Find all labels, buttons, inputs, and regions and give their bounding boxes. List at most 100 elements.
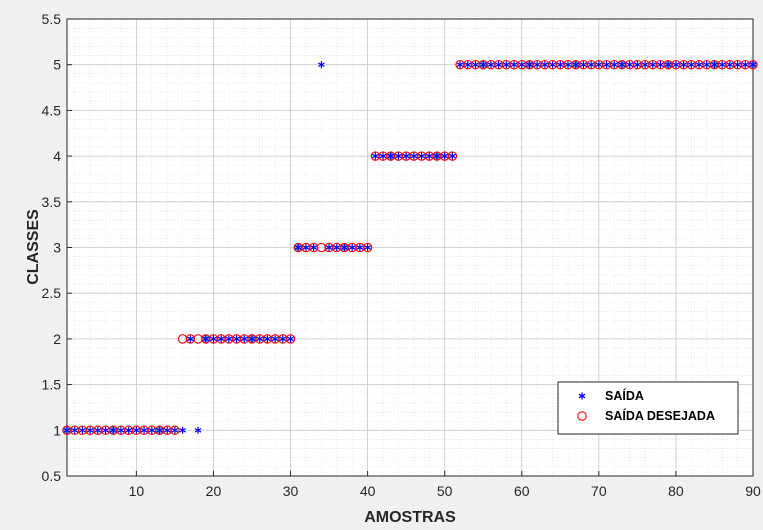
saida-point xyxy=(633,61,641,69)
saida-desejada-point xyxy=(501,59,512,70)
saida-point xyxy=(294,243,302,252)
saida-point xyxy=(263,335,271,343)
saida-desejada-point xyxy=(439,151,450,161)
saida-point xyxy=(63,426,71,434)
y-tick-label: 4 xyxy=(53,148,61,164)
saida-desejada-point xyxy=(578,59,589,70)
legend: SAÍDA SAÍDA DESEJADA xyxy=(557,381,739,435)
saida-desejada-point xyxy=(640,59,650,70)
saida-desejada-point xyxy=(308,242,319,253)
saida-desejada-point xyxy=(278,334,288,344)
saida-desejada-point xyxy=(285,334,296,344)
saida-point xyxy=(156,426,163,434)
legend-saida-label: SAÍDA xyxy=(605,388,644,403)
saida-point xyxy=(595,61,603,69)
saida-point xyxy=(78,426,86,434)
saida-point xyxy=(626,61,634,69)
saida-point xyxy=(479,61,487,69)
saida-desejada-point xyxy=(632,59,643,70)
saida-point xyxy=(672,61,680,69)
saida-desejada-point xyxy=(694,59,704,70)
y-axis-label: CLASSES xyxy=(25,209,42,285)
saida-point xyxy=(741,61,749,69)
saida-point xyxy=(495,61,503,69)
saida-point xyxy=(179,426,187,434)
saida-point xyxy=(680,61,688,69)
saida-point xyxy=(364,243,372,252)
saida-point xyxy=(248,335,256,343)
saida-point xyxy=(356,243,364,252)
x-axis-ticks: 10 20 30 40 50 60 70 80 90 xyxy=(129,471,761,499)
saida-desejada-point xyxy=(671,59,681,70)
saida-point xyxy=(441,152,449,160)
x-tick-label: 20 xyxy=(206,483,222,499)
saida-desejada-point xyxy=(463,59,473,70)
legend-saida-desejada-marker xyxy=(577,411,587,421)
saida-point xyxy=(541,61,549,69)
saida-point xyxy=(564,61,572,69)
saida-point xyxy=(194,426,202,434)
saida-point xyxy=(256,335,264,343)
saida-point xyxy=(240,335,248,343)
saida-desejada-point xyxy=(177,334,188,344)
saida-desejada-point xyxy=(370,151,381,161)
saida-point xyxy=(526,61,533,69)
y-tick-label: 3 xyxy=(53,240,61,256)
saida-point xyxy=(102,426,109,434)
saida-point xyxy=(371,152,379,160)
y-tick-label: 2.5 xyxy=(42,285,62,301)
saida-point xyxy=(333,243,341,252)
x-tick-label: 70 xyxy=(591,483,607,499)
saida-desejada-point xyxy=(262,334,273,344)
saida-point xyxy=(587,61,595,69)
saida-point xyxy=(718,61,726,69)
saida-point xyxy=(317,61,325,69)
saida-point xyxy=(109,426,117,434)
saida-point xyxy=(433,152,441,160)
saida-desejada-point xyxy=(270,334,280,344)
saida-point xyxy=(418,152,425,160)
saida-point xyxy=(125,426,133,434)
saida-point xyxy=(448,152,456,160)
saida-point xyxy=(726,61,734,69)
saida-point xyxy=(533,61,541,69)
saida-desejada-point xyxy=(509,59,519,70)
saida-point xyxy=(487,61,495,69)
x-tick-label: 30 xyxy=(283,483,299,499)
saida-point xyxy=(233,335,240,343)
saida-point xyxy=(618,61,626,69)
saida-desejada-point xyxy=(532,59,542,70)
saida-desejada-point xyxy=(69,425,80,436)
saida-desejada-point xyxy=(231,334,242,344)
y-tick-label: 2 xyxy=(53,331,61,347)
x-tick-label: 40 xyxy=(360,483,376,499)
saida-point xyxy=(734,61,742,69)
y-tick-label: 5.5 xyxy=(42,11,62,27)
saida-desejada-point xyxy=(170,425,180,436)
x-tick-label: 80 xyxy=(668,483,684,499)
saida-point xyxy=(456,61,464,69)
saida-desejada-point xyxy=(77,425,88,436)
saida-desejada-point xyxy=(185,334,196,344)
saida-desejada-point xyxy=(493,59,504,70)
legend-saida-desejada-label: SAÍDA DESEJADA xyxy=(605,408,715,423)
y-tick-label: 1.5 xyxy=(42,377,62,393)
saida-point xyxy=(186,335,194,343)
saida-point xyxy=(210,335,217,343)
saida-point xyxy=(310,243,318,252)
saida-point xyxy=(225,335,233,343)
saida-point xyxy=(425,152,433,160)
legend-saida-desejada-circle xyxy=(577,411,587,421)
legend-saida-marker xyxy=(578,392,586,400)
saida-desejada-point xyxy=(131,425,142,436)
saida-point xyxy=(664,61,672,69)
saida-desejada-point xyxy=(355,242,365,253)
saida-desejada-point xyxy=(116,425,126,436)
saida-point xyxy=(556,61,564,69)
saida-point xyxy=(549,61,557,69)
saida-desejada-point xyxy=(123,425,134,436)
saida-point xyxy=(71,426,79,434)
saida-point xyxy=(749,61,757,69)
